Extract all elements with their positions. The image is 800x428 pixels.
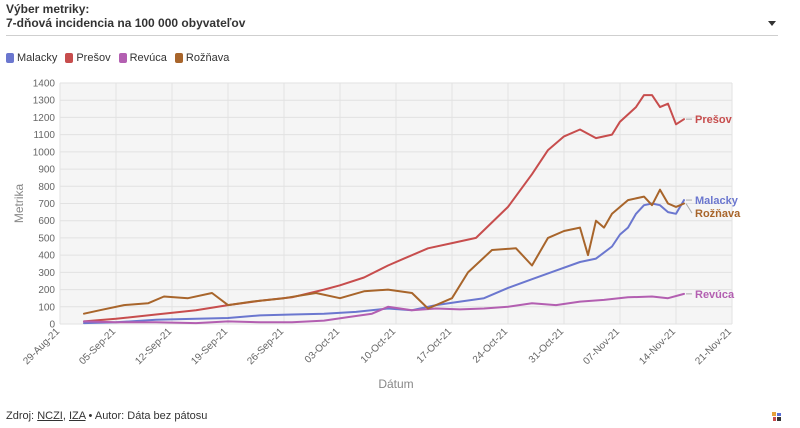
y-tick-label: 100 xyxy=(38,302,55,313)
series-line-malacky xyxy=(83,199,685,325)
legend-swatch-revuca xyxy=(118,53,127,63)
metric-dropdown[interactable]: 7-dňová incidencia na 100 000 obyvateľov xyxy=(6,15,778,36)
y-tick-label: 900 xyxy=(38,165,55,176)
x-tick-label: 12-Sep-21 xyxy=(133,326,174,367)
x-tick-label: 10-Oct-21 xyxy=(359,326,399,366)
y-tick-label: 700 xyxy=(38,199,55,210)
series-line-roznava xyxy=(83,188,685,315)
line-chart: 0 100 200 300 400 500 600 700 800 900 1000 1100 1200… xyxy=(12,79,741,392)
source-link-iza[interactable]: IZA xyxy=(68,410,86,422)
legend-label-revuca: Revúca xyxy=(129,52,167,64)
x-tick-label: 24-Oct-21 xyxy=(471,326,511,366)
end-label-roznava: Rožňava xyxy=(695,208,741,220)
end-label-presov: Prešov xyxy=(695,114,733,126)
chevron-down-icon[interactable] xyxy=(768,21,776,26)
legend-swatch-roznava xyxy=(174,53,183,63)
y-axis-title: Metrika xyxy=(12,184,26,224)
x-tick-label: 29-Aug-21 xyxy=(21,326,62,367)
legend-item-malacky[interactable]: Malacky xyxy=(6,52,57,64)
metric-selector-label: Výber metriky: xyxy=(6,2,90,16)
legend-label-presov: Prešov xyxy=(76,52,111,64)
y-tick-label: 500 xyxy=(38,233,55,244)
legend-item-presov[interactable]: Prešov xyxy=(65,52,111,64)
legend-item-roznava[interactable]: Rožňava xyxy=(174,52,230,64)
x-tick-label: 19-Sep-21 xyxy=(189,326,230,367)
chart-legend: Malacky Prešov Revúca Rožňava xyxy=(6,52,229,64)
y-tick-label: 0 xyxy=(49,320,55,331)
y-tick-label: 1100 xyxy=(33,130,55,141)
y-tick-label: 1000 xyxy=(33,147,56,158)
source-link-nczi[interactable]: NCZI xyxy=(37,410,63,422)
end-label-revuca: Revúca xyxy=(695,289,735,301)
y-tick-label: 1300 xyxy=(33,96,56,107)
x-tick-label: 07-Nov-21 xyxy=(581,326,622,367)
y-tick-label: 200 xyxy=(38,285,55,296)
x-tick-label: 03-Oct-21 xyxy=(303,326,343,366)
footer-separator: , xyxy=(62,410,69,422)
y-tick-label: 300 xyxy=(38,268,55,279)
legend-label-malacky: Malacky xyxy=(17,52,58,64)
legend-label-roznava: Rožňava xyxy=(185,52,230,64)
x-tick-label: 17-Oct-21 xyxy=(415,326,455,366)
x-tick-label: 05-Sep-21 xyxy=(77,326,118,367)
footer-prefix: Zdroj: xyxy=(6,410,38,422)
series-line-revuca xyxy=(83,292,685,325)
source-footer: Zdroj: NCZI, IZA • Autor: Dáta bez pátos… xyxy=(6,410,207,422)
legend-swatch-presov xyxy=(65,53,74,63)
x-tick-label: 26-Sep-21 xyxy=(245,326,286,367)
y-tick-label: 1400 xyxy=(33,79,56,90)
end-label-connector-roznava xyxy=(685,203,693,214)
y-tick-label: 600 xyxy=(38,216,55,227)
y-tick-label: 400 xyxy=(38,251,55,262)
x-tick-label: 21-Nov-21 xyxy=(693,326,734,367)
legend-swatch-malacky xyxy=(6,53,14,63)
metric-dropdown-value: 7-dňová incidencia na 100 000 obyvateľov xyxy=(6,16,246,30)
author-logo-icon xyxy=(772,412,781,421)
footer-suffix: • Autor: Dáta bez pátosu xyxy=(85,410,208,422)
x-tick-label: 14-Nov-21 xyxy=(637,326,678,367)
y-tick-label: 800 xyxy=(38,182,55,193)
legend-item-revuca[interactable]: Revúca xyxy=(118,52,167,64)
y-tick-label: 1200 xyxy=(33,113,56,124)
x-tick-label: 31-Oct-21 xyxy=(527,326,567,366)
end-label-malacky: Malacky xyxy=(695,195,739,207)
x-axis-title: Dátum xyxy=(378,377,413,391)
